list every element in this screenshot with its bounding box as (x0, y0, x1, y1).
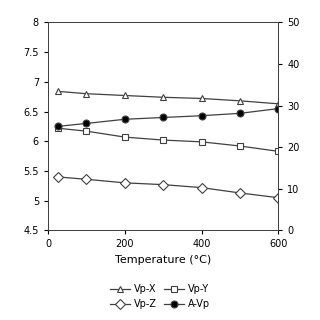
Vp-Z (200, 186, 204, 189)
Vp-X (161, 95, 165, 99)
Line: Vp-Y: Vp-Y (54, 125, 282, 155)
Vp-Y (123, 135, 127, 139)
Vp-Y (84, 129, 88, 133)
Vp-X (238, 99, 242, 103)
Vp-Z (84, 177, 88, 181)
Vp-X (200, 97, 204, 100)
Line: Vp-Z: Vp-Z (54, 173, 282, 201)
Vp-Z (123, 181, 127, 185)
Vp-Y (276, 149, 280, 153)
A-Vp (161, 116, 165, 119)
A-Vp (123, 117, 127, 121)
Vp-Z (161, 183, 165, 187)
A-Vp (84, 122, 88, 125)
Vp-X (56, 89, 60, 93)
A-Vp (200, 114, 204, 118)
Vp-X (123, 93, 127, 97)
Vp-Y (200, 140, 204, 144)
Vp-X (84, 92, 88, 96)
A-Vp (56, 124, 60, 128)
Vp-Y (56, 126, 60, 130)
Line: Vp-X: Vp-X (54, 88, 282, 107)
Vp-Z (238, 191, 242, 195)
Vp-Z (56, 175, 60, 179)
Vp-Y (238, 144, 242, 148)
Vp-X (276, 102, 280, 106)
Vp-Z (276, 196, 280, 200)
Vp-Y (161, 138, 165, 142)
A-Vp (238, 111, 242, 115)
X-axis label: Temperature (°C): Temperature (°C) (115, 255, 211, 265)
Legend: Vp-X, Vp-Z, Vp-Y, A-Vp: Vp-X, Vp-Z, Vp-Y, A-Vp (107, 281, 213, 312)
A-Vp (276, 107, 280, 110)
Line: A-Vp: A-Vp (54, 105, 282, 130)
